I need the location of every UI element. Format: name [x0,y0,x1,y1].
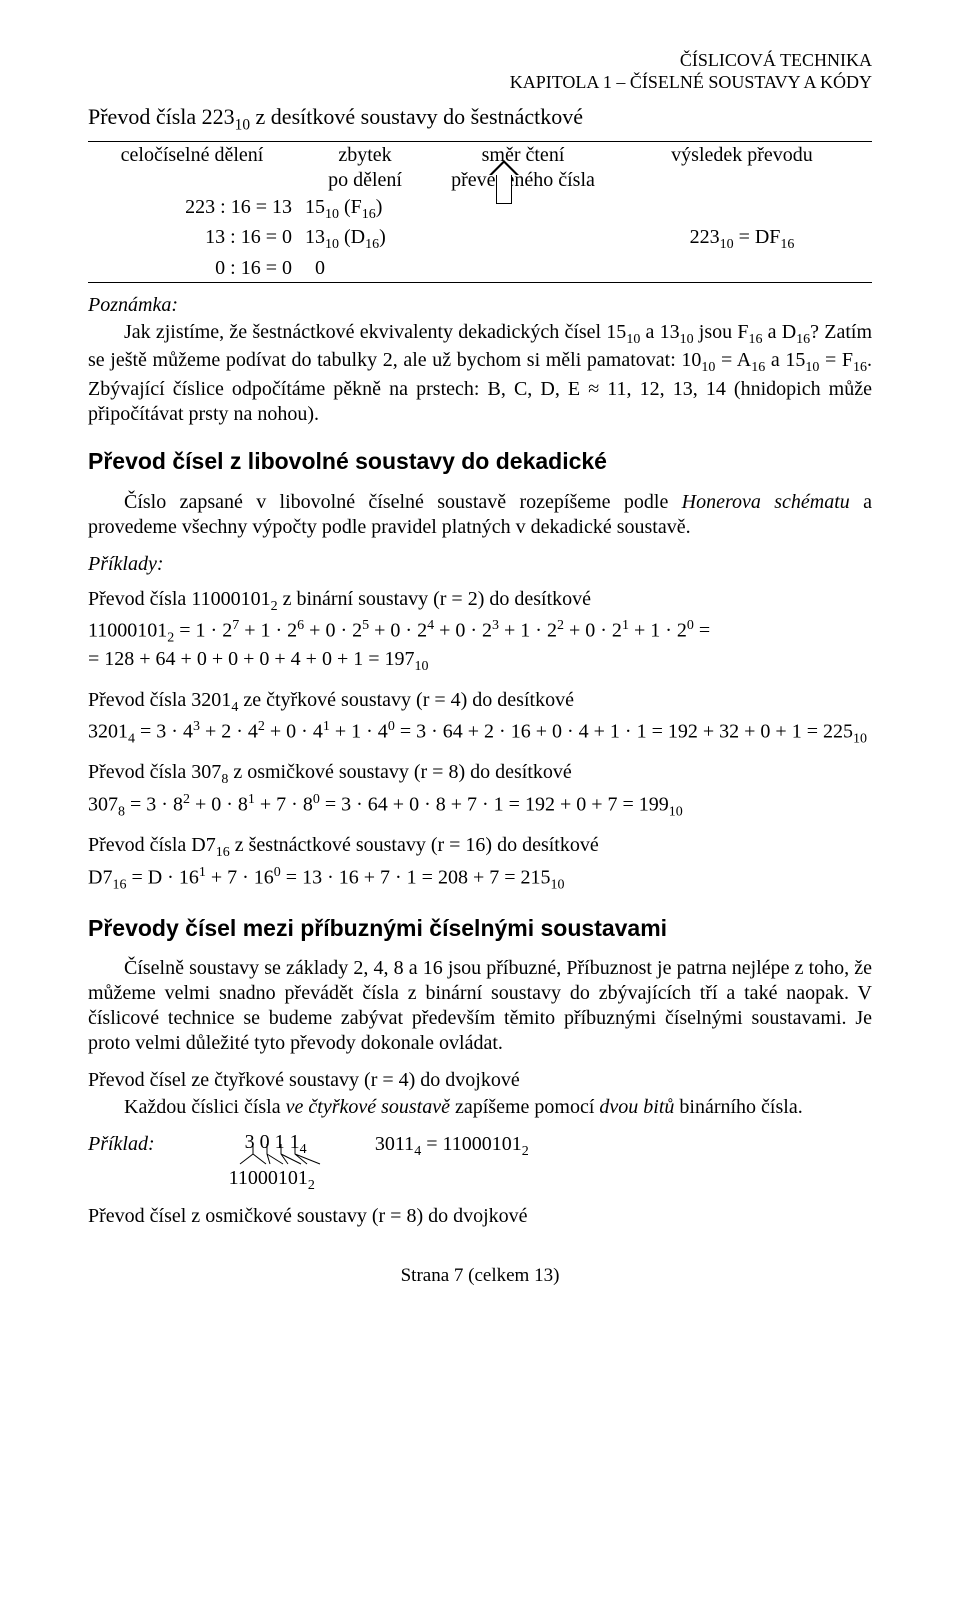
rule-bottom [88,282,872,283]
header-line-2: KAPITOLA 1 – ČÍSELNÉ SOUSTAVY A KÓDY [88,72,872,94]
example-3-eq: 3078 = 3 · 82 + 0 · 81 + 7 · 80 = 3 · 64… [88,791,872,821]
cell-remainder-3: 0 [296,255,434,282]
example-2-eq: 32014 = 3 · 43 + 2 · 42 + 0 · 41 + 1 · 4… [88,718,872,748]
page-footer: Strana 7 (celkem 13) [88,1264,872,1288]
cell-division-3: 0 : 16 = 0 [88,255,296,282]
quat-to-bin-rule: Každou číslici čísla ve čtyřkové soustav… [88,1095,872,1120]
col-header-division: celočíselné dělení [88,142,296,194]
brace-bottom: 110001012 [215,1168,315,1194]
example-1-eq: 110001012 = 1 · 27 + 1 · 26 + 0 · 25 + 0… [88,617,872,676]
heading-related-systems: Převody čísel mezi příbuznými číselnými … [88,914,872,943]
conversion-title: Převod čísla 22310 z desítkové soustavy … [88,103,872,135]
paragraph-related: Číselně soustavy se základy 2, 4, 8 a 16… [88,956,872,1056]
examples-label: Příklady: [88,552,872,577]
up-arrow-icon [489,160,519,202]
note-paragraph: Jak zjistíme, že šestnáctkové ekvivalent… [88,320,872,427]
page: ČÍSLICOVÁ TECHNIKA KAPITOLA 1 – ČÍSELNÉ … [0,0,960,1608]
header-line-1: ČÍSLICOVÁ TECHNIKA [88,50,872,72]
cell-remainder-2: 1310 (D16) [296,224,434,255]
note-label: Poznámka: [88,294,178,316]
conversion-table: celočíselné dělení zbytek po dělení směr… [88,142,872,282]
cell-result: 22310 = DF16 [612,224,872,255]
example-label: Příklad: [88,1132,155,1157]
example-4-title: Převod čísla D716 z šestnáctkové soustav… [88,833,872,862]
example-3-title: Převod čísla 3078 z osmičkové soustavy (… [88,760,872,789]
cell-division-1: 223 : 16 = 13 [88,194,296,225]
col-header-result: výsledek převodu [612,142,872,194]
running-header: ČÍSLICOVÁ TECHNIKA KAPITOLA 1 – ČÍSELNÉ … [88,50,872,93]
example-2-title: Převod čísla 32014 ze čtyřkové soustavy … [88,688,872,717]
example-result: 30114 = 110001012 [375,1132,529,1161]
example-4-eq: D716 = D · 161 + 7 · 160 = 13 · 16 + 7 ·… [88,864,872,894]
paragraph-honer: Číslo zapsané v libovolné číselné sousta… [88,490,872,540]
oct-to-bin-title: Převod čísel z osmičkové soustavy (r = 8… [88,1204,872,1229]
heading-any-to-dec: Převod čísel z libovolné soustavy do dek… [88,447,872,476]
brace-diagram: 3 0 1 14 110001012 [215,1132,315,1193]
cell-division-2: 13 : 16 = 0 [88,224,296,255]
col-header-remainder: zbytek po dělení [296,142,434,194]
example-brace: Příklad: 3 0 1 14 110001012 30114 = 1100… [88,1132,872,1193]
cell-remainder-1: 1510 (F16) [296,194,434,225]
col-header-direction: směr čtení převedeného čísla [434,142,612,282]
quat-to-bin-title: Převod čísel ze čtyřkové soustavy (r = 4… [88,1068,872,1093]
example-1-title: Převod čísla 110001012 z binární soustav… [88,587,872,616]
brace-top: 3 0 1 14 [215,1132,315,1158]
